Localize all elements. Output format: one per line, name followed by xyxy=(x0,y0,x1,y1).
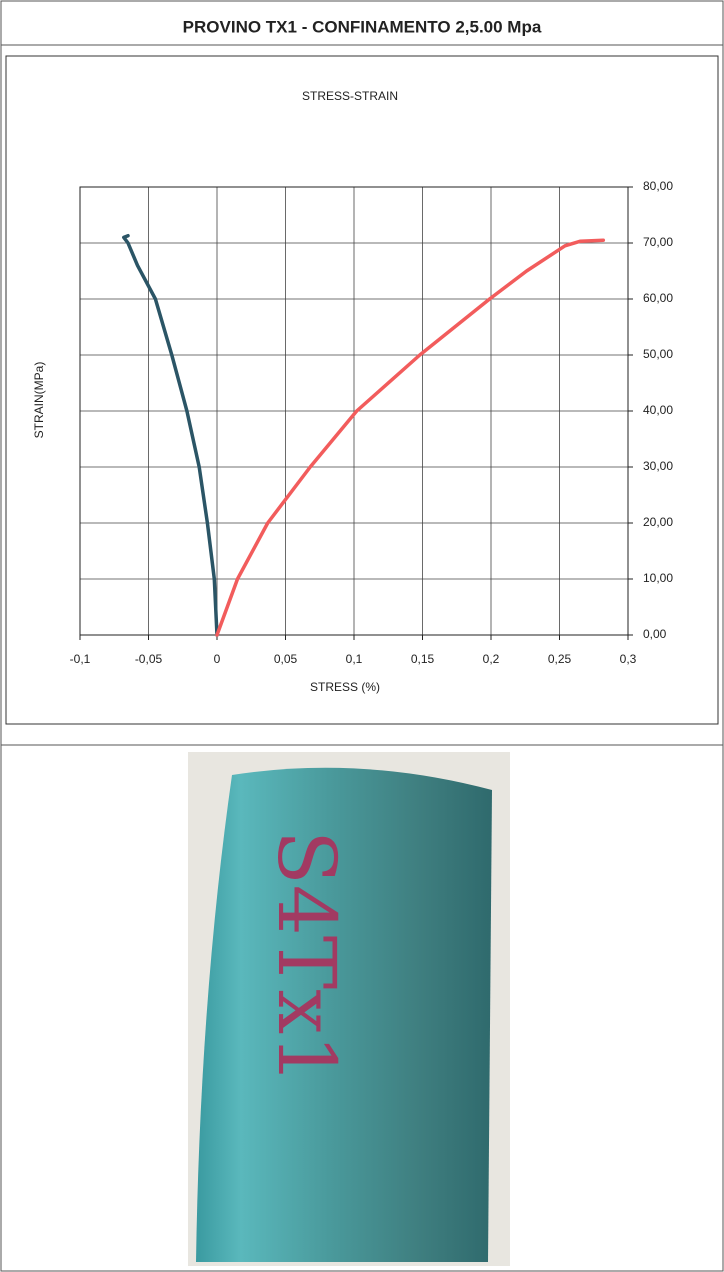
data-line xyxy=(215,238,606,637)
chart-frame xyxy=(5,55,719,725)
x-tick-label: 0,2 xyxy=(483,652,500,666)
y-tick-label: 30,00 xyxy=(643,459,673,473)
specimen xyxy=(196,767,492,1262)
data-line xyxy=(122,233,219,637)
y-tick-label: 10,00 xyxy=(643,571,673,585)
x-tick-label: 0,15 xyxy=(411,652,435,666)
y-tick-label: 20,00 xyxy=(643,515,673,529)
chart-title: STRESS-STRAIN xyxy=(302,89,398,103)
y-tick-label: 60,00 xyxy=(643,291,673,305)
x-tick-label: 0,3 xyxy=(620,652,637,666)
header-title: PROVINO TX1 - CONFINAMENTO 2,5.00 Mpa xyxy=(183,17,542,36)
x-tick-label: -0,1 xyxy=(70,652,91,666)
y-tick-label: 70,00 xyxy=(643,235,673,249)
y-axis-label: STRAIN(MPa) xyxy=(32,362,46,439)
x-tick-label: 0,25 xyxy=(548,652,572,666)
specimen-label: S4Tx1 xyxy=(260,830,353,1085)
x-tick-label: -0,05 xyxy=(135,652,163,666)
y-tick-label: 40,00 xyxy=(643,403,673,417)
x-tick-label: 0 xyxy=(214,652,221,666)
x-tick-label: 0,1 xyxy=(346,652,363,666)
y-tick-label: 50,00 xyxy=(643,347,673,361)
plot-frame xyxy=(79,186,629,636)
y-tick-label: 80,00 xyxy=(643,179,673,193)
x-tick-label: 0,05 xyxy=(274,652,298,666)
photo: S4Tx1 xyxy=(188,752,510,1266)
y-tick-label: 0,00 xyxy=(643,627,667,641)
x-axis-label: STRESS (%) xyxy=(310,680,380,694)
